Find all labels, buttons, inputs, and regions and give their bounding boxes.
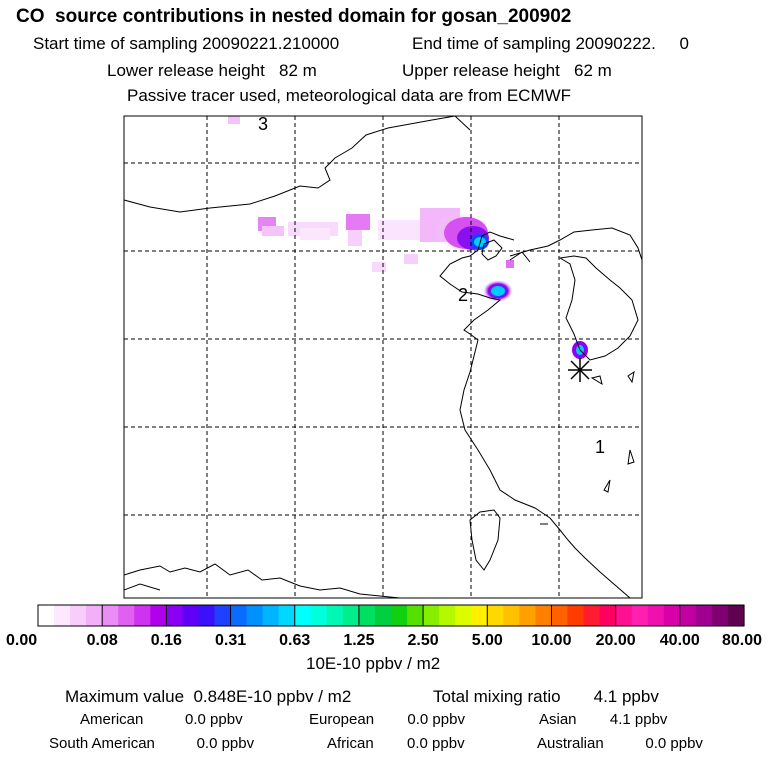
colorbar-tick-label: 1.25 <box>343 632 374 649</box>
colorbar-cell <box>679 605 697 626</box>
source-marker-1: 1 <box>595 437 605 457</box>
colorbar-cell <box>503 605 520 626</box>
colorbar-cell <box>70 605 87 626</box>
colorbar-cell <box>551 605 569 626</box>
plot-frame <box>123 115 643 599</box>
colorbar-cell <box>439 605 456 626</box>
chart-subtitle: Passive tracer used, meteorological data… <box>127 86 572 105</box>
colorbar: 0.00 0.08 0.16 0.31 0.63 1.25 2.50 5.00 10.00 20.… <box>6 604 762 649</box>
colorbar-tick-label: 0.63 <box>279 632 310 649</box>
lat-lon-grid <box>124 116 642 598</box>
upper-release-height: Upper release height 62 m <box>402 61 612 80</box>
colorbar-tick-label: 0.00 <box>6 632 37 649</box>
colorbar-tick-label: 10.00 <box>531 632 571 649</box>
colorbar-tick-label: 0.08 <box>87 632 118 649</box>
region-african: African 0.0 ppbv <box>327 735 465 752</box>
region-american: American 0.0 ppbv <box>80 711 243 728</box>
colorbar-cell <box>647 605 665 626</box>
colorbar-cell <box>182 605 200 626</box>
region-european: European 0.0 ppbv <box>309 711 465 728</box>
colorbar-cell <box>471 605 488 626</box>
colorbar-cell <box>342 605 360 626</box>
colorbar-tick-label: 40.00 <box>660 632 700 649</box>
colorbar-cell <box>535 605 553 626</box>
colorbar-cell <box>134 605 151 626</box>
colorbar-cell <box>374 605 392 626</box>
colorbar-cell <box>599 605 617 626</box>
colorbar-cell <box>54 605 71 626</box>
colorbar-cell <box>230 605 248 626</box>
region-south-american: South American 0.0 ppbv <box>49 735 255 752</box>
colorbar-cell <box>583 605 601 626</box>
colorbar-cell <box>214 605 232 626</box>
colorbar-cell <box>358 605 376 626</box>
receptor-marker-icon <box>568 358 592 382</box>
colorbar-cell <box>487 605 504 626</box>
concentration-field <box>228 116 588 359</box>
colorbar-cell <box>102 605 119 626</box>
colorbar-cell <box>86 605 103 626</box>
colorbar-cell <box>727 605 745 626</box>
lower-release-height: Lower release height 82 m <box>107 61 317 80</box>
sampling-start: Start time of sampling 20090221.210000 <box>33 34 340 53</box>
colorbar-tick-label: 80.00 <box>722 632 762 649</box>
colorbar-units: 10E-10 ppbv / m2 <box>306 654 441 673</box>
colorbar-cell <box>711 605 729 626</box>
colorbar-cell <box>326 605 344 626</box>
total-mixing-ratio: Total mixing ratio 4.1 ppbv <box>433 687 659 706</box>
colorbar-cell <box>455 605 472 626</box>
colorbar-cell <box>118 605 135 626</box>
colorbar-cell <box>631 605 649 626</box>
sampling-end: End time of sampling 20090222. 0 <box>412 34 689 53</box>
colorbar-cell <box>262 605 280 626</box>
source-marker-3: 3 <box>258 114 268 134</box>
colorbar-cell <box>310 605 328 626</box>
colorbar-tick-label: 0.16 <box>151 632 182 649</box>
colorbar-tick-label: 20.00 <box>596 632 636 649</box>
colorbar-cell <box>423 605 440 626</box>
chart-title: CO source contributions in nested domain… <box>16 6 572 27</box>
colorbar-cell <box>695 605 713 626</box>
colorbar-cell <box>407 605 424 626</box>
colorbar-cell <box>198 605 216 626</box>
colorbar-cell <box>278 605 296 626</box>
colorbar-tick-label: 2.50 <box>408 632 439 649</box>
colorbar-cell <box>567 605 585 626</box>
region-asian: Asian 4.1 ppbv <box>539 711 668 728</box>
region-australian: Australian 0.0 ppbv <box>537 735 703 752</box>
colorbar-tick-labels: 0.00 0.08 0.16 0.31 0.63 1.25 2.50 5.00 10.00 20.… <box>6 605 762 649</box>
colorbar-cell <box>391 605 408 626</box>
colorbar-cell <box>38 605 55 626</box>
colorbar-cell <box>663 605 681 626</box>
colorbar-tick-label: 5.00 <box>472 632 503 649</box>
colorbar-cell <box>166 605 184 626</box>
colorbar-cell <box>246 605 264 626</box>
colorbar-cell <box>294 605 312 626</box>
colorbar-cells <box>38 605 745 626</box>
colorbar-cell <box>150 605 167 626</box>
colorbar-cell <box>615 605 633 626</box>
maximum-value: Maximum value 0.848E-10 ppbv / m2 <box>65 687 352 706</box>
coastlines <box>124 116 642 598</box>
colorbar-cell <box>519 605 537 626</box>
colorbar-tick-label: 0.31 <box>215 632 246 649</box>
source-marker-2: 2 <box>458 285 468 305</box>
